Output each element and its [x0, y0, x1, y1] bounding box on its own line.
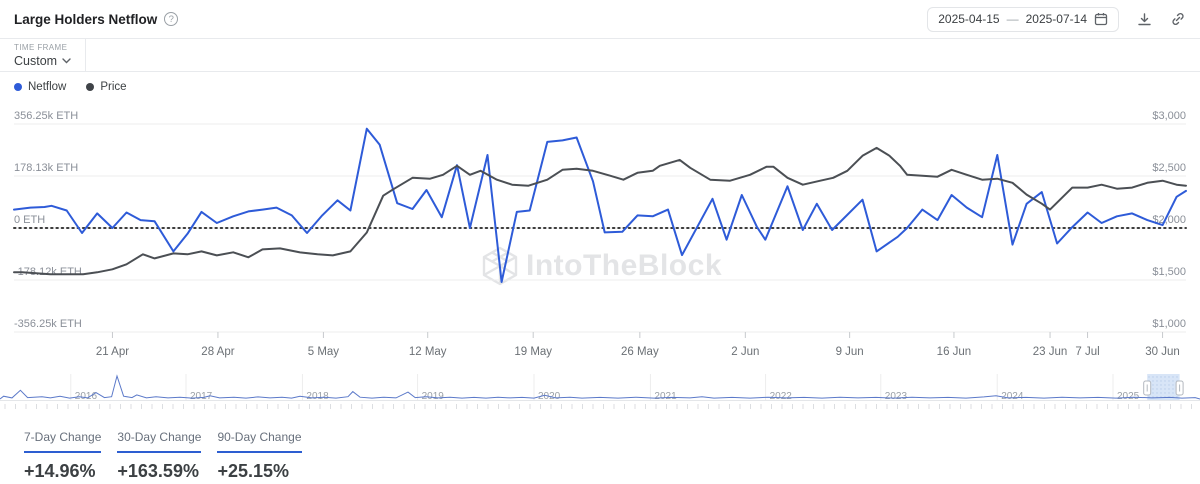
x-tick-label: 12 May	[409, 346, 447, 358]
y-right-label: $1,000	[1152, 318, 1186, 330]
date-end[interactable]: 2025-07-14	[1025, 12, 1087, 26]
stat-90-day-value: +25.15%	[217, 461, 290, 481]
main-chart[interactable]: 356.25k ETH $3,000 178.13k ETH $2,500 0 ETH $…	[0, 104, 1200, 372]
legend-label-price: Price	[100, 81, 127, 93]
calendar-icon[interactable]	[1094, 12, 1108, 26]
gridlines: 356.25k ETH $3,000 178.13k ETH $2,500 0 ETH $…	[14, 110, 1186, 333]
year-label: 2019	[422, 391, 445, 402]
stat-7-day-label: 7-Day Change	[24, 430, 102, 453]
watermark-text: IntoTheBlock	[526, 249, 723, 282]
x-tick-label: 21 Apr	[96, 346, 129, 358]
year-label: 2022	[770, 391, 793, 402]
y-left-label: -356.25k ETH	[14, 318, 82, 330]
brush-handle-right[interactable]	[1175, 380, 1184, 396]
y-right-label: $3,000	[1152, 110, 1186, 122]
price-dot-icon	[86, 83, 95, 91]
help-icon[interactable]: ?	[164, 12, 179, 26]
year-label: 2025	[1117, 391, 1140, 402]
x-tick-label: 28 Apr	[201, 346, 234, 358]
page-title: Large Holders Netflow	[14, 11, 158, 27]
year-label: 2021	[654, 391, 677, 402]
y-right-label: $1,500	[1152, 266, 1186, 278]
legend-label-netflow: Netflow	[28, 81, 67, 93]
y-left-label: 178.13k ETH	[14, 162, 78, 174]
legend-item-price[interactable]: Price	[86, 81, 127, 93]
stat-90-day-label: 90-Day Change	[217, 430, 302, 453]
x-tick-label: 26 May	[621, 346, 659, 358]
brush-sparkline	[0, 374, 1200, 400]
series-netflow	[13, 127, 1187, 283]
y-right-label: $2,500	[1152, 162, 1186, 174]
brush-handle-left[interactable]	[1143, 380, 1152, 396]
x-tick-label: 2 Jun	[731, 346, 759, 358]
stat-90-day: 90-Day Change +25.15%	[217, 428, 302, 482]
x-tick-label: 23 Jun	[1033, 346, 1068, 358]
stat-7-day-value: +14.96%	[24, 461, 96, 481]
year-label: 2023	[885, 391, 908, 402]
year-label: 2016	[75, 391, 98, 402]
x-tick-label: 7 Jul	[1075, 346, 1099, 358]
share-link-icon[interactable]	[1170, 11, 1186, 27]
chevron-down-icon	[62, 58, 71, 64]
timeframe-value: Custom	[14, 54, 58, 68]
panel-header: Large Holders Netflow ? 2025-04-15 — 202…	[0, 0, 1200, 39]
x-tick-label: 16 Jun	[937, 346, 972, 358]
x-tick-label: 9 Jun	[836, 346, 864, 358]
chart-legend: Netflow Price	[14, 81, 127, 93]
y-left-label: 356.25k ETH	[14, 110, 78, 122]
legend-item-netflow[interactable]: Netflow	[14, 81, 66, 93]
x-tick-label: 30 Jun	[1145, 346, 1180, 358]
date-start[interactable]: 2025-04-15	[938, 12, 1000, 26]
year-label: 2018	[306, 391, 329, 402]
x-axis: 21 Apr 28 Apr 5 May 12 May 19 May 26 May 2 Jun…	[96, 332, 1180, 358]
timeline-brush[interactable]: 2016 2017 2018 2019 2020 2021 2022 2023 2024 2025	[0, 372, 1200, 416]
timeframe-selector[interactable]: TIME FRAME Custom	[0, 39, 86, 71]
stat-30-day: 30-Day Change +163.59%	[117, 428, 202, 482]
timeframe-row: TIME FRAME Custom	[0, 39, 1200, 72]
year-label: 2024	[1001, 391, 1024, 402]
x-tick-label: 5 May	[308, 346, 340, 358]
stat-30-day-label: 30-Day Change	[117, 430, 202, 453]
date-range-picker[interactable]: 2025-04-15 — 2025-07-14	[927, 6, 1119, 32]
netflow-dot-icon	[14, 83, 22, 91]
series-price	[13, 146, 1187, 276]
year-label: 2017	[190, 391, 213, 402]
y-right-label: $2,000	[1152, 214, 1186, 226]
stat-7-day: 7-Day Change +14.96%	[24, 428, 102, 482]
timeframe-dropdown[interactable]: Custom	[14, 54, 85, 68]
date-separator: —	[1006, 12, 1019, 26]
brush-minor-ticks	[4, 404, 1192, 409]
x-tick-label: 19 May	[514, 346, 552, 358]
timeframe-label: TIME FRAME	[14, 43, 68, 52]
stat-30-day-value: +163.59%	[117, 461, 199, 481]
brush-selection[interactable]	[1147, 374, 1180, 400]
y-left-label: 0 ETH	[14, 214, 45, 226]
change-stats: 7-Day Change +14.96% 30-Day Change +163.…	[24, 428, 302, 482]
download-icon[interactable]	[1137, 12, 1152, 27]
